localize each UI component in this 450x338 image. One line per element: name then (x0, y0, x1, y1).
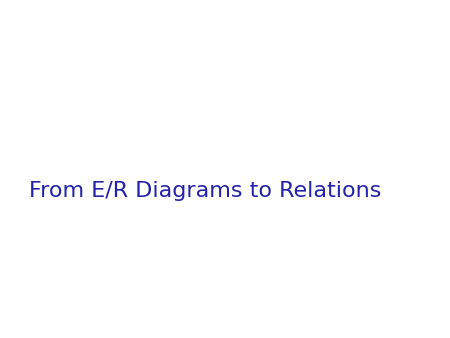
Text: From E/R Diagrams to Relations: From E/R Diagrams to Relations (29, 181, 382, 201)
